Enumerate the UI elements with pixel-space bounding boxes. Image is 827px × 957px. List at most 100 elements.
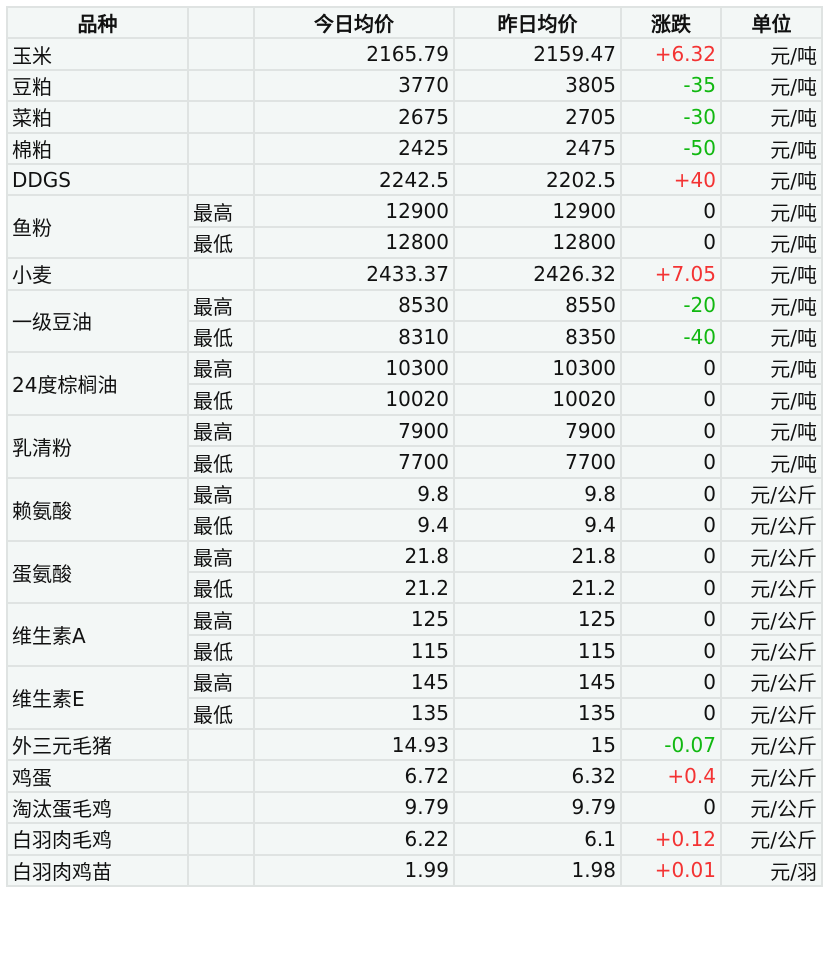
- unit: 元/吨: [720, 68, 823, 103]
- price-change: 0: [620, 194, 722, 228]
- table-row: 赖氨酸 最高 9.8 9.8 0 元/公斤: [6, 476, 823, 542]
- variety-name: 维生素E: [6, 665, 189, 730]
- variety-name: 蛋氨酸: [6, 539, 189, 605]
- unit: 元/公斤: [720, 571, 823, 605]
- yesterday-price: 9.8: [453, 476, 622, 511]
- price-change: -30: [620, 100, 722, 134]
- unit: 元/吨: [720, 351, 823, 385]
- variety-name: 鱼粉: [6, 194, 189, 260]
- sub-label: 最高: [187, 665, 255, 699]
- price-change: 0: [620, 351, 722, 385]
- unit: 元/公斤: [720, 696, 823, 730]
- variety-name: DDGS: [6, 162, 189, 197]
- table-row: 乳清粉 最高 7900 7900 0 元/吨: [6, 414, 823, 479]
- sub-label: [187, 822, 255, 856]
- table-row: 白羽肉鸡苗 1.99 1.98 +0.01 元/羽: [6, 853, 823, 887]
- unit: 元/吨: [720, 257, 823, 291]
- variety-name: 淘汰蛋毛鸡: [6, 790, 189, 825]
- sub-label: 最高: [187, 602, 255, 636]
- today-price: 2433.37: [253, 257, 455, 291]
- today-price: 14.93: [253, 727, 455, 762]
- sub-label: [187, 131, 255, 165]
- yesterday-price: 7700: [453, 445, 622, 479]
- sub-label: 最高: [187, 414, 255, 448]
- today-price: 9.8: [253, 476, 455, 511]
- variety-name: 维生素A: [6, 602, 189, 668]
- unit: 元/羽: [720, 853, 823, 887]
- today-price: 8530: [253, 288, 455, 322]
- yesterday-price: 125: [453, 602, 622, 636]
- yesterday-price: 10020: [453, 382, 622, 417]
- yesterday-price: 2426.32: [453, 257, 622, 291]
- today-price: 10300: [253, 351, 455, 385]
- sub-label: 最高: [187, 476, 255, 511]
- price-change: 0: [620, 445, 722, 479]
- price-change: +7.05: [620, 257, 722, 291]
- unit: 元/吨: [720, 100, 823, 134]
- today-price: 6.22: [253, 822, 455, 856]
- yesterday-price: 7900: [453, 414, 622, 448]
- today-price: 7900: [253, 414, 455, 448]
- today-price: 6.72: [253, 759, 455, 793]
- sub-label: 最低: [187, 508, 255, 542]
- today-price: 1.99: [253, 853, 455, 887]
- table-row: 一级豆油 最高 8530 8550 -20 元/吨: [6, 288, 823, 354]
- yesterday-price: 2475: [453, 131, 622, 165]
- sub-label: [187, 727, 255, 762]
- table-row: 最低 135 135 0 元/公斤: [7, 696, 823, 730]
- sub-label: 最低: [187, 633, 255, 668]
- unit: 元/吨: [720, 445, 823, 479]
- header-variety: 品种: [6, 5, 189, 40]
- yesterday-price: 9.79: [453, 790, 622, 825]
- header-change: 涨跌: [620, 5, 722, 40]
- variety-name: 外三元毛猪: [6, 727, 189, 762]
- price-change: 0: [620, 571, 722, 605]
- today-price: 2425: [253, 131, 455, 165]
- table-row: 最低 21.2 21.2 0 元/公斤: [7, 571, 823, 605]
- yesterday-price: 12900: [453, 194, 622, 228]
- sub-label: 最高: [187, 351, 255, 385]
- unit: 元/吨: [720, 162, 823, 197]
- unit: 元/吨: [720, 382, 823, 417]
- yesterday-price: 145: [453, 665, 622, 699]
- today-price: 21.8: [253, 539, 455, 574]
- variety-name: 一级豆油: [6, 288, 189, 354]
- variety-name: 棉粕: [6, 131, 189, 165]
- price-change: -0.07: [620, 727, 722, 762]
- today-price: 9.4: [253, 508, 455, 542]
- unit: 元/公斤: [720, 508, 823, 542]
- variety-name: 24度棕榈油: [6, 351, 189, 417]
- table-row: 维生素A 最高 125 125 0 元/公斤: [6, 602, 823, 668]
- yesterday-price: 21.8: [453, 539, 622, 574]
- yesterday-price: 2202.5: [453, 162, 622, 197]
- unit: 元/吨: [720, 288, 823, 322]
- variety-name: 小麦: [6, 257, 189, 291]
- price-change: +0.4: [620, 759, 722, 793]
- table-row: 棉粕 2425 2475 -50 元/吨: [6, 131, 823, 165]
- sub-label: 最高: [187, 288, 255, 322]
- unit: 元/吨: [720, 194, 823, 228]
- table-row: 鱼粉 最高 12900 12900 0 元/吨: [6, 194, 823, 260]
- sub-label: 最低: [187, 319, 255, 354]
- yesterday-price: 21.2: [453, 571, 622, 605]
- unit: 元/公斤: [720, 665, 823, 699]
- sub-label: [187, 257, 255, 291]
- variety-name: 豆粕: [6, 68, 189, 103]
- price-change: +0.12: [620, 822, 722, 856]
- table-row: DDGS 2242.5 2202.5 +40 元/吨: [6, 162, 823, 197]
- today-price: 10020: [253, 382, 455, 417]
- today-price: 2675: [253, 100, 455, 134]
- sub-label: 最高: [187, 194, 255, 228]
- table-row: 最低 9.4 9.4 0 元/公斤: [7, 508, 823, 542]
- yesterday-price: 8350: [453, 319, 622, 354]
- table-row: 淘汰蛋毛鸡 9.79 9.79 0 元/公斤: [6, 790, 823, 825]
- unit: 元/吨: [720, 131, 823, 165]
- today-price: 7700: [253, 445, 455, 479]
- today-price: 115: [253, 633, 455, 668]
- table-row: 最低 8310 8350 -40 元/吨: [7, 319, 823, 354]
- unit: 元/吨: [720, 37, 823, 71]
- header-row: 品种 今日均价 昨日均价 涨跌 单位: [6, 5, 823, 40]
- price-change: 0: [620, 633, 722, 668]
- table-row: 玉米 2165.79 2159.47 +6.32 元/吨: [6, 37, 823, 71]
- today-price: 135: [253, 696, 455, 730]
